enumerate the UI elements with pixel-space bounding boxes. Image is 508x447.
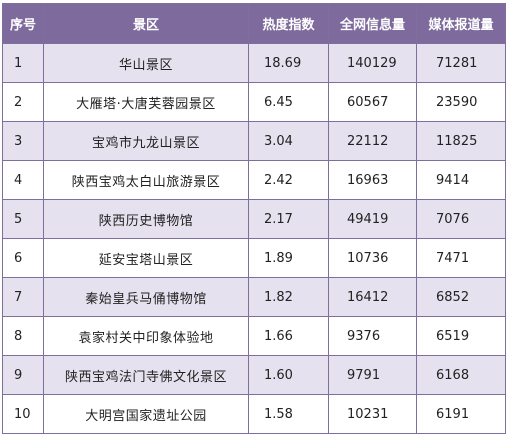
cell-name: 陕西宝鸡太白山旅游景区 bbox=[43, 160, 249, 200]
cell-heat: 1.82 bbox=[248, 277, 329, 317]
cell-media: 11825 bbox=[416, 121, 506, 161]
header-row: 序号 景区 热度指数 全网信息量 媒体报道量 bbox=[2, 3, 506, 44]
cell-media: 6191 bbox=[416, 394, 506, 434]
cell-rank: 3 bbox=[2, 121, 44, 161]
cell-name: 大雁塔·大唐芙蓉园景区 bbox=[43, 82, 249, 122]
cell-heat: 1.89 bbox=[248, 238, 329, 278]
cell-web: 10736 bbox=[328, 238, 417, 278]
cell-web: 60567 bbox=[328, 82, 417, 122]
cell-heat: 1.60 bbox=[248, 355, 329, 395]
ranking-table-container: 序号 景区 热度指数 全网信息量 媒体报道量 1 华山景区 18.69 1401… bbox=[2, 3, 506, 434]
cell-web: 49419 bbox=[328, 199, 417, 239]
ranking-table: 序号 景区 热度指数 全网信息量 媒体报道量 1 华山景区 18.69 1401… bbox=[2, 3, 506, 434]
header-name: 景区 bbox=[43, 3, 249, 44]
cell-name: 秦始皇兵马俑博物馆 bbox=[43, 277, 249, 317]
cell-name: 大明宫国家遗址公园 bbox=[43, 394, 249, 434]
cell-name: 袁家村关中印象体验地 bbox=[43, 316, 249, 356]
table-row: 10 大明宫国家遗址公园 1.58 10231 6191 bbox=[2, 394, 506, 434]
cell-media: 71281 bbox=[416, 43, 506, 83]
table-row: 4 陕西宝鸡太白山旅游景区 2.42 16963 9414 bbox=[2, 160, 506, 200]
cell-rank: 1 bbox=[2, 43, 44, 83]
cell-heat: 6.45 bbox=[248, 82, 329, 122]
header-heat: 热度指数 bbox=[248, 3, 329, 44]
cell-rank: 10 bbox=[2, 394, 44, 434]
cell-web: 9791 bbox=[328, 355, 417, 395]
cell-media: 6168 bbox=[416, 355, 506, 395]
cell-heat: 2.17 bbox=[248, 199, 329, 239]
header-rank: 序号 bbox=[2, 3, 44, 44]
table-row: 9 陕西宝鸡法门寺佛文化景区 1.60 9791 6168 bbox=[2, 355, 506, 395]
cell-web: 16963 bbox=[328, 160, 417, 200]
cell-rank: 2 bbox=[2, 82, 44, 122]
cell-heat: 1.66 bbox=[248, 316, 329, 356]
cell-web: 16412 bbox=[328, 277, 417, 317]
header-web: 全网信息量 bbox=[328, 3, 417, 44]
cell-media: 7471 bbox=[416, 238, 506, 278]
cell-media: 9414 bbox=[416, 160, 506, 200]
header-media: 媒体报道量 bbox=[416, 3, 506, 44]
cell-web: 10231 bbox=[328, 394, 417, 434]
cell-rank: 9 bbox=[2, 355, 44, 395]
cell-media: 23590 bbox=[416, 82, 506, 122]
cell-web: 22112 bbox=[328, 121, 417, 161]
cell-rank: 5 bbox=[2, 199, 44, 239]
table-row: 8 袁家村关中印象体验地 1.66 9376 6519 bbox=[2, 316, 506, 356]
cell-web: 9376 bbox=[328, 316, 417, 356]
cell-name: 华山景区 bbox=[43, 43, 249, 83]
cell-media: 6852 bbox=[416, 277, 506, 317]
cell-name: 陕西历史博物馆 bbox=[43, 199, 249, 239]
cell-name: 延安宝塔山景区 bbox=[43, 238, 249, 278]
cell-heat: 3.04 bbox=[248, 121, 329, 161]
cell-rank: 6 bbox=[2, 238, 44, 278]
cell-rank: 4 bbox=[2, 160, 44, 200]
cell-media: 6519 bbox=[416, 316, 506, 356]
table-body: 1 华山景区 18.69 140129 71281 2 大雁塔·大唐芙蓉园景区 … bbox=[2, 43, 506, 434]
cell-heat: 2.42 bbox=[248, 160, 329, 200]
cell-name: 宝鸡市九龙山景区 bbox=[43, 121, 249, 161]
cell-web: 140129 bbox=[328, 43, 417, 83]
table-row: 6 延安宝塔山景区 1.89 10736 7471 bbox=[2, 238, 506, 278]
cell-heat: 1.58 bbox=[248, 394, 329, 434]
cell-heat: 18.69 bbox=[248, 43, 329, 83]
table-header: 序号 景区 热度指数 全网信息量 媒体报道量 bbox=[2, 3, 506, 44]
table-row: 7 秦始皇兵马俑博物馆 1.82 16412 6852 bbox=[2, 277, 506, 317]
cell-rank: 8 bbox=[2, 316, 44, 356]
table-row: 2 大雁塔·大唐芙蓉园景区 6.45 60567 23590 bbox=[2, 82, 506, 122]
table-row: 1 华山景区 18.69 140129 71281 bbox=[2, 43, 506, 83]
table-row: 3 宝鸡市九龙山景区 3.04 22112 11825 bbox=[2, 121, 506, 161]
cell-rank: 7 bbox=[2, 277, 44, 317]
cell-name: 陕西宝鸡法门寺佛文化景区 bbox=[43, 355, 249, 395]
table-row: 5 陕西历史博物馆 2.17 49419 7076 bbox=[2, 199, 506, 239]
cell-media: 7076 bbox=[416, 199, 506, 239]
